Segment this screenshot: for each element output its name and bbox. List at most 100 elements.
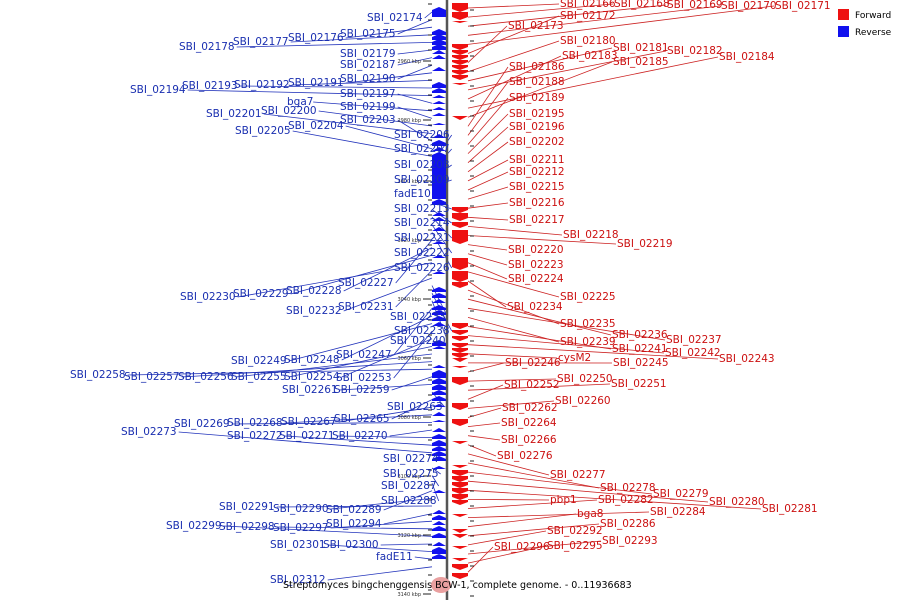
reverse-gene-43[interactable] <box>432 412 446 416</box>
reverse-gene-11[interactable] <box>432 101 446 104</box>
forward-gene-label[interactable]: SBI_02188 <box>509 76 565 88</box>
reverse-gene-label[interactable]: SBI_02312 <box>270 574 326 586</box>
reverse-gene-label[interactable]: SBI_02231 <box>338 301 394 313</box>
forward-gene-24[interactable] <box>452 353 468 358</box>
forward-gene-40[interactable] <box>452 534 468 538</box>
reverse-gene-label[interactable]: SBI_02247 <box>336 349 392 361</box>
forward-gene-label[interactable]: SBI_02195 <box>509 108 565 120</box>
reverse-gene-label[interactable]: SBI_02240 <box>390 335 446 347</box>
reverse-gene-label[interactable]: SBI_02265 <box>334 413 390 425</box>
forward-gene-19[interactable] <box>452 323 468 329</box>
reverse-gene-18[interactable] <box>432 152 446 166</box>
forward-gene-label[interactable]: SBI_02295 <box>547 540 603 552</box>
reverse-gene-label[interactable]: SBI_02291 <box>219 501 275 513</box>
forward-gene-16[interactable] <box>452 258 468 270</box>
reverse-gene-label[interactable]: SBI_02255 <box>231 371 287 383</box>
reverse-gene-52[interactable] <box>432 490 446 493</box>
reverse-gene-24[interactable] <box>432 241 446 244</box>
forward-gene-label[interactable]: SBI_02181 <box>613 42 669 54</box>
reverse-gene-label[interactable]: SBI_02263 <box>387 401 443 413</box>
reverse-gene-label[interactable]: SBI_02178 <box>179 41 235 53</box>
forward-gene-10[interactable] <box>452 83 468 85</box>
reverse-gene-label[interactable]: SBI_02208 <box>394 159 450 171</box>
forward-gene-label[interactable]: SBI_02276 <box>497 450 553 462</box>
forward-gene-12[interactable] <box>452 207 468 213</box>
reverse-gene-50[interactable] <box>432 456 446 461</box>
forward-gene-44[interactable] <box>452 573 468 579</box>
reverse-gene-label[interactable]: SBI_02222 <box>394 247 450 259</box>
forward-gene-label[interactable]: SBI_02220 <box>508 244 564 256</box>
reverse-gene-label[interactable]: bga7 <box>287 96 313 108</box>
forward-gene-label[interactable]: SBI_02180 <box>560 35 616 47</box>
forward-gene-35[interactable] <box>452 488 468 494</box>
forward-gene-label[interactable]: SBI_02284 <box>650 506 706 518</box>
reverse-gene-label[interactable]: SBI_02177 <box>233 36 289 48</box>
reverse-gene-label[interactable]: SBI_02272 <box>227 430 283 442</box>
reverse-gene-label[interactable]: SBI_02275 <box>383 468 439 480</box>
reverse-gene-10[interactable] <box>432 95 446 98</box>
forward-gene-label[interactable]: SBI_02225 <box>560 291 616 303</box>
forward-gene-label[interactable]: SBI_02235 <box>560 318 616 330</box>
reverse-gene-1[interactable] <box>432 29 446 35</box>
reverse-gene-40[interactable] <box>432 390 446 395</box>
forward-gene-27[interactable] <box>452 377 468 385</box>
reverse-gene-33[interactable] <box>432 322 446 326</box>
forward-gene-label[interactable]: SBI_02245 <box>613 357 669 369</box>
forward-gene-41[interactable] <box>452 546 468 549</box>
forward-gene-label[interactable]: cysM2 <box>558 352 591 364</box>
reverse-gene-label[interactable]: SBI_02287 <box>381 480 437 492</box>
reverse-gene-label[interactable]: SBI_02300 <box>323 539 379 551</box>
reverse-gene-label[interactable]: SBI_02190 <box>340 73 396 85</box>
forward-gene-label[interactable]: SBI_02260 <box>555 395 611 407</box>
forward-gene-22[interactable] <box>452 343 468 348</box>
reverse-gene-label[interactable]: SBI_02294 <box>326 518 382 530</box>
forward-gene-18[interactable] <box>452 282 468 288</box>
reverse-gene-label[interactable]: SBI_02267 <box>281 416 337 428</box>
forward-gene-label[interactable]: SBI_02250 <box>557 373 613 385</box>
reverse-gene-25[interactable] <box>432 255 446 258</box>
reverse-gene-label[interactable]: SBI_02248 <box>284 354 340 366</box>
reverse-gene-20[interactable] <box>432 199 446 205</box>
forward-gene-label[interactable]: SBI_02186 <box>509 61 565 73</box>
reverse-gene-label[interactable]: SBI_02227 <box>338 277 394 289</box>
forward-gene-31[interactable] <box>452 465 468 468</box>
forward-gene-label[interactable]: SBI_02182 <box>667 45 723 57</box>
reverse-gene-label[interactable]: SBI_02197 <box>340 88 396 100</box>
reverse-gene-4[interactable] <box>432 44 446 50</box>
reverse-gene-17[interactable] <box>432 147 446 151</box>
reverse-gene-19[interactable] <box>432 163 446 199</box>
forward-gene-label[interactable]: SBI_02281 <box>762 503 818 515</box>
forward-gene-label[interactable]: SBI_02189 <box>509 92 565 104</box>
forward-gene-30[interactable] <box>452 441 468 444</box>
forward-gene-1[interactable] <box>452 12 468 20</box>
forward-gene-label[interactable]: SBI_02166 <box>560 0 616 10</box>
forward-gene-label[interactable]: SBI_02183 <box>562 50 618 62</box>
reverse-gene-label[interactable]: SBI_02269 <box>174 418 230 430</box>
reverse-gene-57[interactable] <box>432 533 446 538</box>
reverse-gene-48[interactable] <box>432 446 446 451</box>
forward-gene-label[interactable]: SBI_02169 <box>667 0 723 11</box>
reverse-gene-label[interactable]: SBI_02229 <box>233 288 289 300</box>
reverse-gene-label[interactable]: SBI_02230 <box>180 291 236 303</box>
forward-gene-label[interactable]: SBI_02296 <box>494 541 550 553</box>
reverse-gene-label[interactable]: SBI_02232 <box>286 305 342 317</box>
reverse-gene-51[interactable] <box>432 466 446 469</box>
reverse-gene-59[interactable] <box>432 547 446 554</box>
forward-gene-37[interactable] <box>452 500 468 505</box>
reverse-gene-16[interactable] <box>432 140 446 146</box>
reverse-gene-label[interactable]: SBI_02298 <box>219 521 275 533</box>
reverse-gene-47[interactable] <box>432 440 446 446</box>
reverse-gene-41[interactable] <box>432 396 446 401</box>
forward-gene-label[interactable]: SBI_02202 <box>509 136 565 148</box>
forward-gene-label[interactable]: SBI_02216 <box>509 197 565 209</box>
forward-gene-9[interactable] <box>452 75 468 80</box>
forward-gene-label[interactable]: SBI_02278 <box>600 482 656 494</box>
reverse-gene-28[interactable] <box>432 293 446 298</box>
forward-gene-25[interactable] <box>452 358 468 362</box>
reverse-gene-label[interactable]: SBI_02200 <box>261 105 317 117</box>
forward-gene-6[interactable] <box>452 60 468 65</box>
reverse-gene-label[interactable]: SBI_02191 <box>288 77 344 89</box>
reverse-gene-label[interactable]: SBI_02270 <box>332 430 388 442</box>
reverse-gene-label[interactable]: SBI_02194 <box>130 84 186 96</box>
forward-gene-label[interactable]: SBI_02171 <box>775 0 831 12</box>
